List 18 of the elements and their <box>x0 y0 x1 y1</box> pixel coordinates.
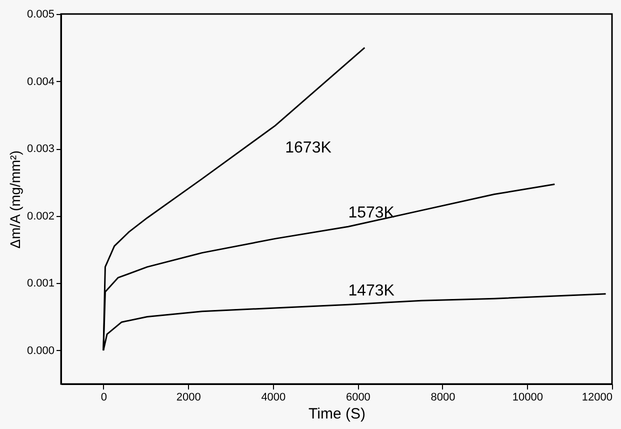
y-tick-label: 0.000 <box>26 344 54 357</box>
series-label: 1473K <box>348 282 395 300</box>
series-label: 1573K <box>348 204 395 222</box>
x-tick-label: 12000 <box>582 392 612 404</box>
x-tick-label: 2000 <box>176 392 201 404</box>
y-tick-label: 0.001 <box>26 278 54 290</box>
x-tick-label: 4000 <box>261 392 286 404</box>
x-axis-title: Time (S) <box>308 406 366 422</box>
y-tick-label: 0.004 <box>26 76 54 88</box>
y-tick-label: 0.003 <box>26 143 54 156</box>
x-tick-label: 8000 <box>430 392 456 404</box>
x-tick-label: 0 <box>100 392 107 404</box>
series-label: 1673K <box>285 140 332 157</box>
x-tick-label: 6000 <box>346 392 370 404</box>
y-tick-label: 0.002 <box>26 210 54 222</box>
x-tick-label: 10000 <box>512 392 544 404</box>
y-axis-title: Δm/A (mg/mm²) <box>6 150 23 249</box>
y-tick-label: 0.005 <box>26 8 54 20</box>
